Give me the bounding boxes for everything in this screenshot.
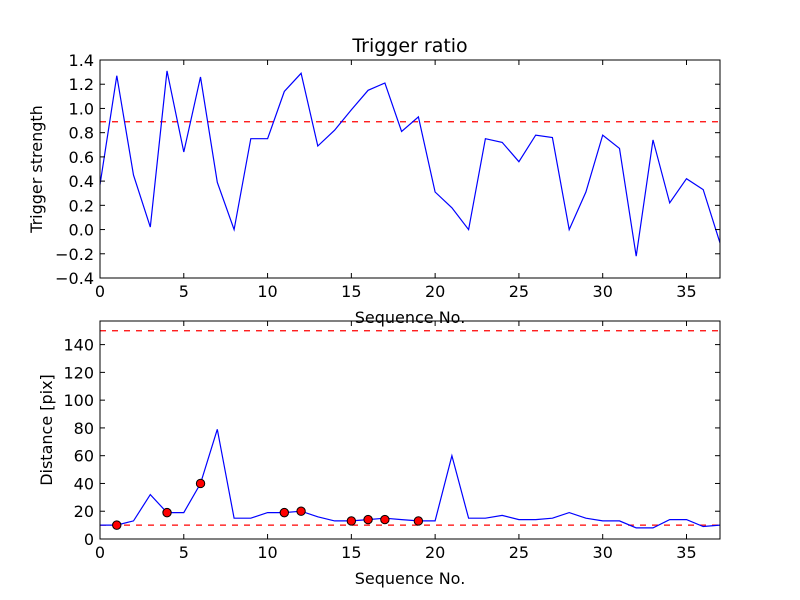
chart-1-marker-point-3 <box>279 507 290 518</box>
chart-1-x-tick-label-5: 25 <box>509 543 529 562</box>
chart-0-x-tick-label-2: 10 <box>257 282 277 301</box>
chart-1-y-tick-label-2: 40 <box>74 474 94 493</box>
chart-0-y-tick-label-3: 0.2 <box>69 196 94 215</box>
chart-1-x-axis-label: Sequence No. <box>355 569 466 588</box>
chart-1-x-tick-label-2: 10 <box>257 543 277 562</box>
chart-1-x-tick-label-1: 5 <box>179 543 189 562</box>
chart-1-x-tick-label-6: 30 <box>593 543 613 562</box>
chart-1-x-tick-label-7: 35 <box>676 543 696 562</box>
chart-0-title: Trigger ratio <box>351 35 467 57</box>
chart-0-series-line-0 <box>99 70 721 257</box>
chart-0-x-tick-label-5: 25 <box>509 282 529 301</box>
chart-1-y-tick-label-4: 80 <box>74 419 94 438</box>
chart-1-x-tick-label-3: 15 <box>341 543 361 562</box>
chart-0-x-tick-label-3: 15 <box>341 282 361 301</box>
chart-1-y-tick-label-3: 60 <box>74 447 94 466</box>
chart-0-y-tick-label-4: 0.4 <box>69 172 94 191</box>
chart-1-marker-point-1 <box>162 507 172 518</box>
chart-0-y-tick-label-7: 1.0 <box>69 99 94 118</box>
chart-1-y-tick-label-0: 0 <box>84 530 94 549</box>
chart-1-marker-point-6 <box>363 514 373 525</box>
chart-0-x-axis-label: Sequence No. <box>355 308 466 327</box>
chart-1-y-tick-label-5: 100 <box>63 391 94 410</box>
chart-1-y-tick-label-6: 120 <box>63 363 94 382</box>
chart-0-x-tick-label-0: 0 <box>95 282 105 301</box>
chart-0-y-axis-label: Trigger strength <box>27 105 46 234</box>
chart-1-marker-point-8 <box>413 516 424 526</box>
chart-0-y-tick-label-8: 1.2 <box>69 75 94 94</box>
chart-1-marker-point-4 <box>296 506 306 516</box>
chart-1-marker-point-2 <box>195 478 206 489</box>
chart-0-y-tick-label-5: 0.6 <box>69 148 94 167</box>
chart-0-x-tick-label-6: 30 <box>593 282 613 301</box>
chart-0-y-tick-label-6: 0.8 <box>69 124 94 143</box>
chart-0-x-tick-label-7: 35 <box>676 282 696 301</box>
chart-1-marker-point-7 <box>380 514 390 525</box>
distance-chart: 0 5 10 15 20 25 30 35 0 20 40 60 80 100 120 140 Sequence… <box>37 320 721 588</box>
chart-1-series-line-0 <box>100 429 721 529</box>
trigger-ratio-chart: 0 5 10 15 20 25 30 35 −0.4 −0.2 0.0 0.2 0.4 0.6 0.8 1.0… <box>27 35 721 327</box>
chart-1-y-tick-label-1: 20 <box>74 502 94 521</box>
chart-0-y-tick-label-2: 0.0 <box>69 221 94 240</box>
chart-0-y-tick-label-9: 1.4 <box>69 51 94 70</box>
chart-1-marker-point-5 <box>346 516 357 526</box>
chart-1-y-tick-label-7: 140 <box>63 336 94 355</box>
chart-0-x-tick-label-1: 5 <box>179 282 189 301</box>
chart-1-axes-frame <box>99 320 721 540</box>
chart-0-y-tick-label-1: −0.2 <box>55 245 94 264</box>
chart-1-x-tick-label-0: 0 <box>95 543 105 562</box>
chart-1-marker-point-0 <box>112 520 122 530</box>
chart-0-x-tick-label-4: 20 <box>425 282 445 301</box>
chart-0-y-tick-label-0: −0.4 <box>55 269 94 288</box>
chart-1-y-axis-label: Distance [pix] <box>37 374 56 486</box>
chart-1-x-tick-label-4: 20 <box>425 543 445 562</box>
chart-0-axes-frame <box>99 59 721 279</box>
